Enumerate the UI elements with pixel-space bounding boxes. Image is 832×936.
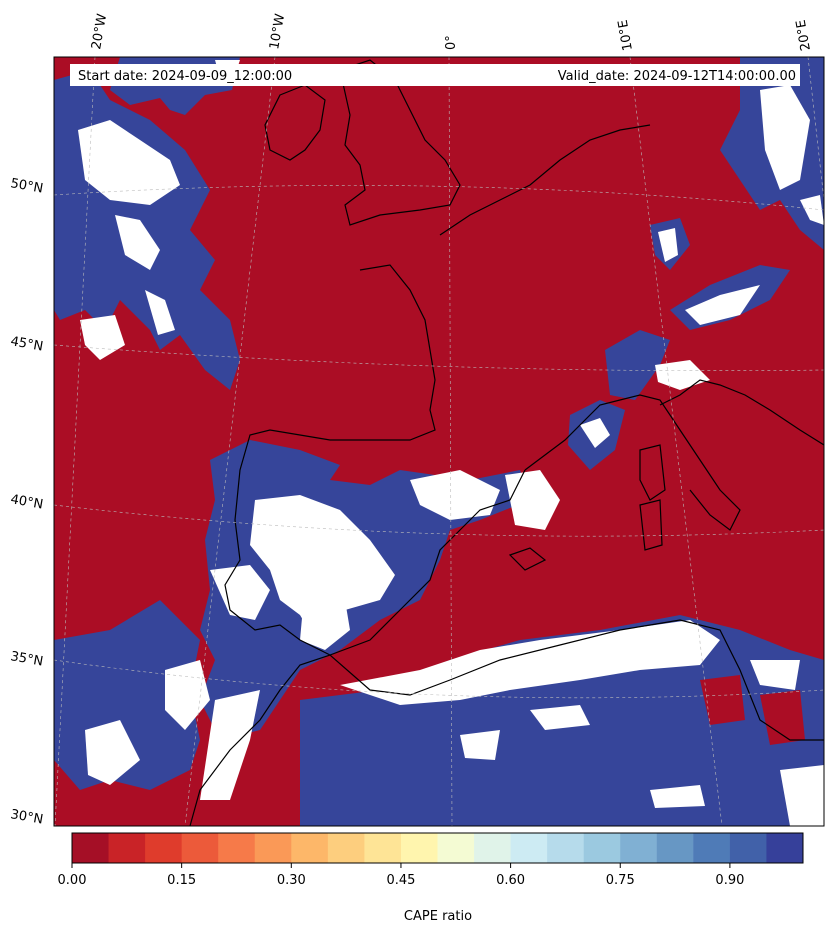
field-patch-southwest bbox=[54, 440, 560, 800]
colorbar-segment bbox=[400, 833, 438, 863]
colorbar-segment bbox=[729, 833, 767, 863]
colorbar-segment bbox=[72, 833, 110, 863]
valid-date-label: Valid_date: 2024-09-12T14:00:00.00 bbox=[558, 69, 796, 84]
colorbar-tick-label: 0.60 bbox=[496, 873, 525, 888]
colorbar-segment bbox=[145, 833, 183, 863]
lat-label-30n: 30°N bbox=[9, 807, 44, 827]
colorbar-segment bbox=[254, 833, 292, 863]
date-header-box bbox=[70, 64, 800, 86]
lon-label-20w: 20°W bbox=[89, 13, 110, 51]
colorbar-segment bbox=[437, 833, 475, 863]
longitude-labels: 20°W 10°W 0° 10°E 20°E bbox=[89, 13, 814, 52]
colorbar-segment bbox=[766, 833, 804, 863]
start-date-label: Start date: 2024-09-09_12:00:00 bbox=[78, 69, 292, 84]
lat-label-50n: 50°N bbox=[9, 176, 44, 196]
colorbar-label: CAPE ratio bbox=[404, 909, 472, 924]
colorbar-segment bbox=[181, 833, 219, 863]
colorbar bbox=[72, 833, 804, 863]
lat-label-35n: 35°N bbox=[9, 649, 44, 669]
colorbar-tick-label: 0.15 bbox=[167, 873, 196, 888]
colorbar-segment bbox=[656, 833, 694, 863]
lon-label-20e: 20°E bbox=[794, 19, 814, 52]
lon-label-10e: 10°E bbox=[616, 19, 636, 52]
colorbar-tick-label: 0.45 bbox=[386, 873, 415, 888]
colorbar-segment bbox=[108, 833, 146, 863]
colorbar-segment bbox=[547, 833, 585, 863]
colorbar-segment bbox=[364, 833, 402, 863]
colorbar-segment bbox=[327, 833, 365, 863]
coastlines bbox=[189, 59, 824, 826]
colorbar-tick-label: 0.00 bbox=[58, 873, 87, 888]
colorbar-ticks: 0.00 0.15 0.30 0.45 0.60 0.75 0.90 bbox=[58, 863, 744, 888]
colorbar-segment bbox=[583, 833, 621, 863]
colorbar-frame bbox=[71, 832, 804, 864]
colorbar-segment bbox=[510, 833, 548, 863]
colorbar-tick-label: 0.90 bbox=[715, 873, 744, 888]
colorbar-segment bbox=[218, 833, 256, 863]
lat-label-40n: 40°N bbox=[9, 492, 44, 512]
colorbar-tick-label: 0.30 bbox=[277, 873, 306, 888]
lon-label-0: 0° bbox=[444, 35, 459, 50]
colorbar-segment bbox=[620, 833, 658, 863]
map-frame bbox=[53, 56, 825, 827]
lat-label-45n: 45°N bbox=[9, 334, 44, 354]
colorbar-segment bbox=[693, 833, 731, 863]
lon-label-10w: 10°W bbox=[267, 13, 288, 51]
colorbar-segment bbox=[474, 833, 512, 863]
field-patch-south bbox=[300, 615, 824, 826]
colorbar-segment bbox=[291, 833, 329, 863]
graticule-lines bbox=[54, 57, 824, 826]
latitude-labels: 50°N 45°N 40°N 35°N 30°N bbox=[9, 176, 44, 827]
map-area: Start date: 2024-09-09_12:00:00 Valid_da… bbox=[54, 57, 824, 826]
colorbar-tick-label: 0.75 bbox=[606, 873, 635, 888]
